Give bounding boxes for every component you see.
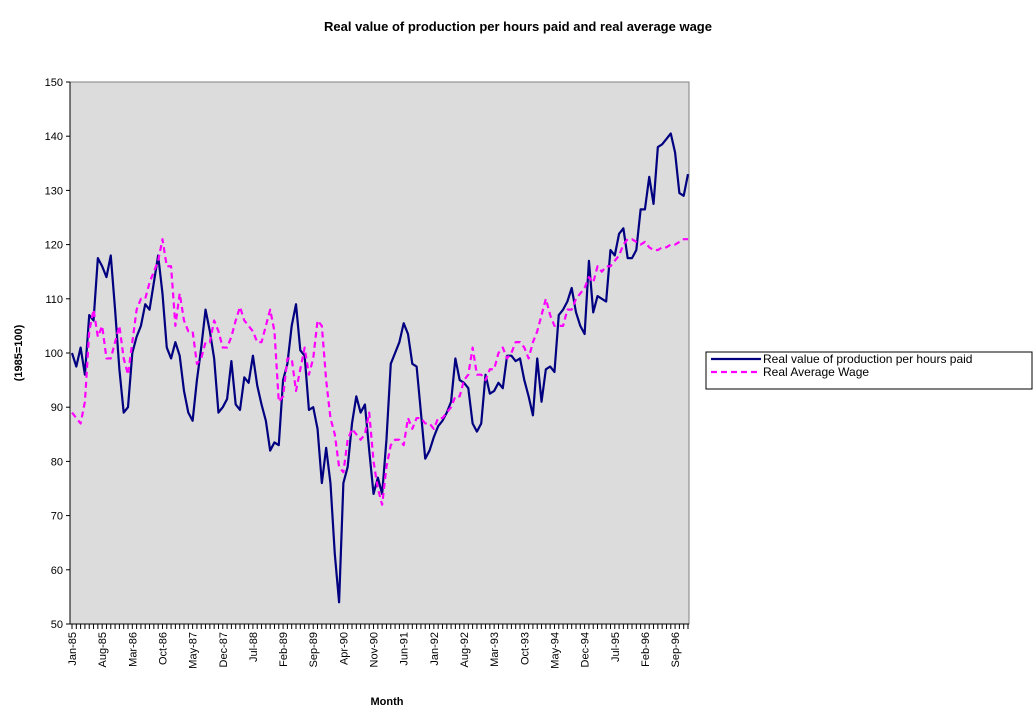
y-tick-label: 130 [45, 185, 63, 197]
y-tick-label: 60 [51, 565, 63, 577]
y-tick-label: 70 [51, 511, 63, 523]
x-tick-label: May-94 [549, 632, 561, 669]
y-axis-label: (1985=100) [13, 324, 25, 381]
x-tick-label: Aug-85 [97, 632, 109, 667]
y-tick-label: 50 [51, 619, 63, 631]
x-tick-label: Oct-93 [519, 632, 531, 665]
x-tick-label: Sep-89 [308, 632, 320, 667]
x-tick-label: Jul-95 [610, 632, 622, 662]
series-line [71, 238, 688, 506]
y-tick-label: 140 [45, 131, 63, 143]
x-tick-label: Jun-91 [399, 632, 411, 666]
x-tick-label: Jul-88 [248, 632, 260, 662]
x-tick-label: May-87 [188, 632, 200, 669]
chart-title: Real value of production per hours paid … [324, 19, 712, 34]
x-tick-label: Jan-92 [429, 632, 441, 666]
y-tick-label: 80 [51, 456, 63, 468]
x-tick-label: Apr-90 [338, 632, 350, 665]
x-tick-label: Mar-86 [127, 632, 139, 667]
x-tick-label: Dec-87 [218, 632, 230, 667]
plot-area [69, 81, 690, 625]
x-tick-label: Nov-90 [369, 632, 381, 667]
legend-label: Real Average Wage [763, 365, 869, 379]
x-tick-label: Feb-96 [640, 632, 652, 667]
y-tick-label: 100 [45, 348, 63, 360]
x-axis-label: Month [371, 696, 404, 708]
x-tick-label: Jan-85 [67, 632, 79, 666]
y-tick-label: 120 [45, 240, 63, 252]
x-tick-label: Oct-86 [157, 632, 169, 665]
y-tick-label: 90 [51, 402, 63, 414]
x-tick-label: Dec-94 [580, 632, 592, 667]
y-tick-label: 150 [45, 77, 63, 89]
x-tick-label: Mar-93 [489, 632, 501, 667]
x-tick-label: Sep-96 [670, 632, 682, 667]
y-tick-label: 110 [45, 294, 63, 306]
x-tick-label: Feb-89 [278, 632, 290, 667]
legend-label: Real value of production per hours paid [763, 352, 972, 366]
x-tick-label: Aug-92 [459, 632, 471, 667]
series-line [70, 132, 690, 604]
